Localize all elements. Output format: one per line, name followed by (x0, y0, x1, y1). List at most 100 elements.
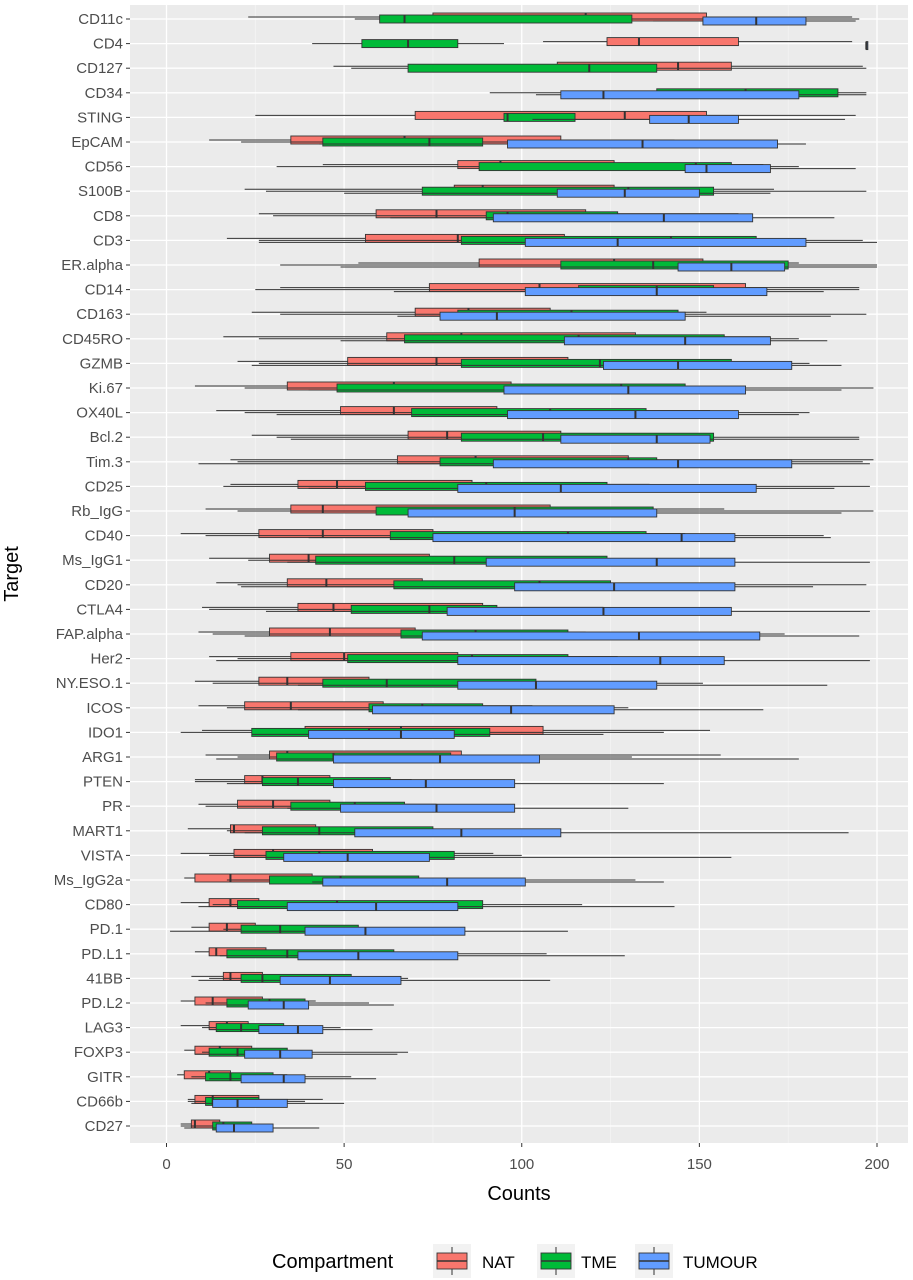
box-tumour-er-alpha (340, 262, 877, 272)
y-tick-label: Her2 (90, 651, 123, 668)
box-body (215, 1123, 274, 1133)
box-body (322, 877, 526, 887)
box-tumour-pd-1 (170, 926, 568, 936)
y-tick-label: PD.L2 (81, 995, 123, 1012)
box-body (556, 188, 700, 198)
box-body (333, 779, 516, 789)
box-body (212, 1098, 288, 1108)
box-tumour-cd4 (865, 41, 869, 51)
box-tumour-cd163 (397, 311, 831, 321)
box-tumour-pd-l1 (219, 951, 625, 961)
legend-label-tumour: TUMOUR (683, 1253, 758, 1272)
box-tumour-lag3 (209, 1025, 373, 1035)
y-tick-label: GZMB (80, 355, 123, 372)
y-tick-label: CD14 (85, 282, 123, 299)
box-body (507, 410, 739, 420)
box-body (560, 434, 711, 444)
box-body (322, 137, 484, 147)
box-tumour-ms-igg2a (312, 877, 664, 887)
y-tick-label: FAP.alpha (56, 626, 124, 643)
box-body (247, 1000, 310, 1010)
box-nat-cd4 (543, 37, 853, 47)
box-tumour-fap-alpha (244, 631, 860, 641)
box-body (503, 112, 576, 122)
box-body (432, 533, 736, 543)
y-tick-label: CD80 (85, 897, 123, 914)
box-tumour-cd3 (258, 237, 877, 247)
box-tumour-gzmb (251, 360, 842, 370)
box-tumour-cd8 (390, 213, 835, 223)
y-tick-label: CD11c (78, 11, 123, 28)
x-tick-label: 0 (162, 1156, 170, 1173)
y-tick-label: NY.ESO.1 (56, 675, 123, 692)
x-tick-label: 50 (336, 1156, 353, 1173)
y-tick-label: GITR (87, 1069, 123, 1086)
y-tick-label: PD.L1 (81, 946, 123, 963)
y-tick-label: Ki.67 (89, 380, 123, 397)
y-tick-label: ICOS (86, 700, 123, 717)
box-tumour-cd25 (308, 483, 835, 493)
box-body (269, 627, 416, 637)
y-tick-label: MART1 (72, 823, 123, 840)
box-tumour-vista (233, 852, 732, 862)
box-tumour-bcl-2 (290, 434, 860, 444)
legend-key-tme (537, 1244, 575, 1278)
legend-key-nat (433, 1244, 471, 1278)
box-tme-er-alpha (280, 260, 877, 270)
box-body (244, 1049, 313, 1059)
box-body (492, 213, 754, 223)
box-body (560, 260, 789, 270)
y-tick-label: CD66b (76, 1093, 123, 1110)
box-tumour-epcam (319, 139, 806, 149)
box-tumour-cd34 (535, 90, 867, 100)
box-body (258, 1025, 324, 1035)
box-tumour-arg1 (216, 754, 799, 764)
box-body (297, 951, 459, 961)
box-tumour-ki-67 (308, 385, 842, 395)
box-tumour-ox40l (276, 410, 799, 420)
box-body (702, 16, 807, 26)
box-body (340, 803, 516, 813)
box-tumour-41bb (198, 975, 551, 985)
box-body (308, 729, 455, 739)
box-tumour-ctla4 (265, 606, 870, 616)
y-tick-label: CD127 (76, 60, 123, 77)
legend: Compartment NAT TME TUMOUR (272, 1244, 758, 1278)
box-tumour-cd11c (653, 16, 856, 26)
box-tumour-pr (287, 803, 629, 813)
box-tme-cd4 (312, 39, 504, 49)
box-tme-sting (503, 112, 576, 122)
y-tick-label: CD20 (85, 577, 123, 594)
y-tick-label: 41BB (86, 970, 123, 987)
legend-label-nat: NAT (482, 1253, 515, 1272)
y-tick-label: FOXP3 (74, 1044, 123, 1061)
box-body (492, 459, 793, 469)
y-tick-label: ARG1 (82, 749, 123, 766)
y-tick-label: CD56 (85, 159, 123, 176)
box-tumour-rb-igg (407, 508, 842, 518)
box-body (457, 483, 757, 493)
box-tumour-cd14 (393, 287, 824, 297)
box-tumour-gitr (209, 1074, 377, 1084)
box-body (524, 237, 807, 247)
y-tick-label: CD25 (85, 478, 123, 495)
y-tick-label: CTLA4 (76, 601, 123, 618)
y-axis-ticks: CD11c CD4 CD127 CD34 STING EpCAM CD56 S100B CD8 C… (54, 11, 130, 1135)
box-body (333, 754, 540, 764)
y-tick-label: CD163 (76, 306, 123, 323)
box-tumour-sting (532, 114, 846, 124)
box-tumour-cd80 (198, 902, 675, 912)
box-tumour-cd56 (684, 164, 856, 174)
box-tumour-cd45ro (340, 336, 828, 346)
box-body (514, 582, 736, 592)
box-series (170, 12, 877, 1133)
box-body (439, 311, 686, 321)
y-tick-label: OX40L (76, 405, 123, 422)
box-body (446, 606, 732, 616)
box-body (563, 336, 771, 346)
y-tick-label: S100B (78, 183, 123, 200)
box-body (560, 90, 800, 100)
y-tick-label: VISTA (81, 847, 123, 864)
y-tick-label: STING (77, 109, 123, 126)
box-tumour-foxp3 (194, 1049, 398, 1059)
